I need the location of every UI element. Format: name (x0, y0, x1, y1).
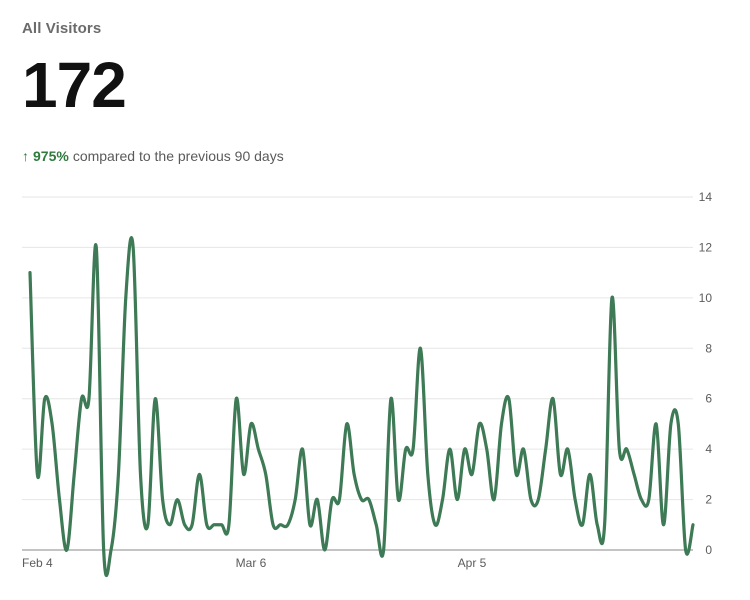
x-tick-label: Apr 5 (458, 556, 487, 570)
y-axis: 0 2 4 6 8 10 12 14 (699, 190, 713, 557)
card-title: All Visitors (22, 20, 102, 37)
y-tick-label: 6 (705, 392, 712, 406)
x-tick-label: Mar 6 (236, 556, 267, 570)
y-tick-label: 12 (699, 240, 713, 254)
x-tick-label: Feb 4 (22, 556, 53, 570)
series-line (28, 236, 695, 578)
arrow-up-icon: ↑ (22, 148, 29, 164)
visitors-count: 172 (22, 49, 127, 121)
comparison-text: compared to the previous 90 days (72, 148, 284, 164)
change-percent: 975% (33, 148, 69, 164)
comparison-row: ↑ 975% compared to the previous 90 days (22, 148, 722, 164)
y-tick-label: 14 (699, 190, 713, 204)
visitors-header: All Visitors 172 ↑ 975% compared to the … (22, 20, 722, 164)
y-tick-label: 4 (705, 442, 712, 456)
y-tick-label: 0 (705, 543, 712, 557)
y-tick-label: 2 (705, 493, 712, 507)
x-axis: Feb 4 Mar 6 Apr 5 (22, 556, 487, 570)
y-tick-label: 8 (705, 341, 712, 355)
y-tick-label: 10 (699, 291, 713, 305)
